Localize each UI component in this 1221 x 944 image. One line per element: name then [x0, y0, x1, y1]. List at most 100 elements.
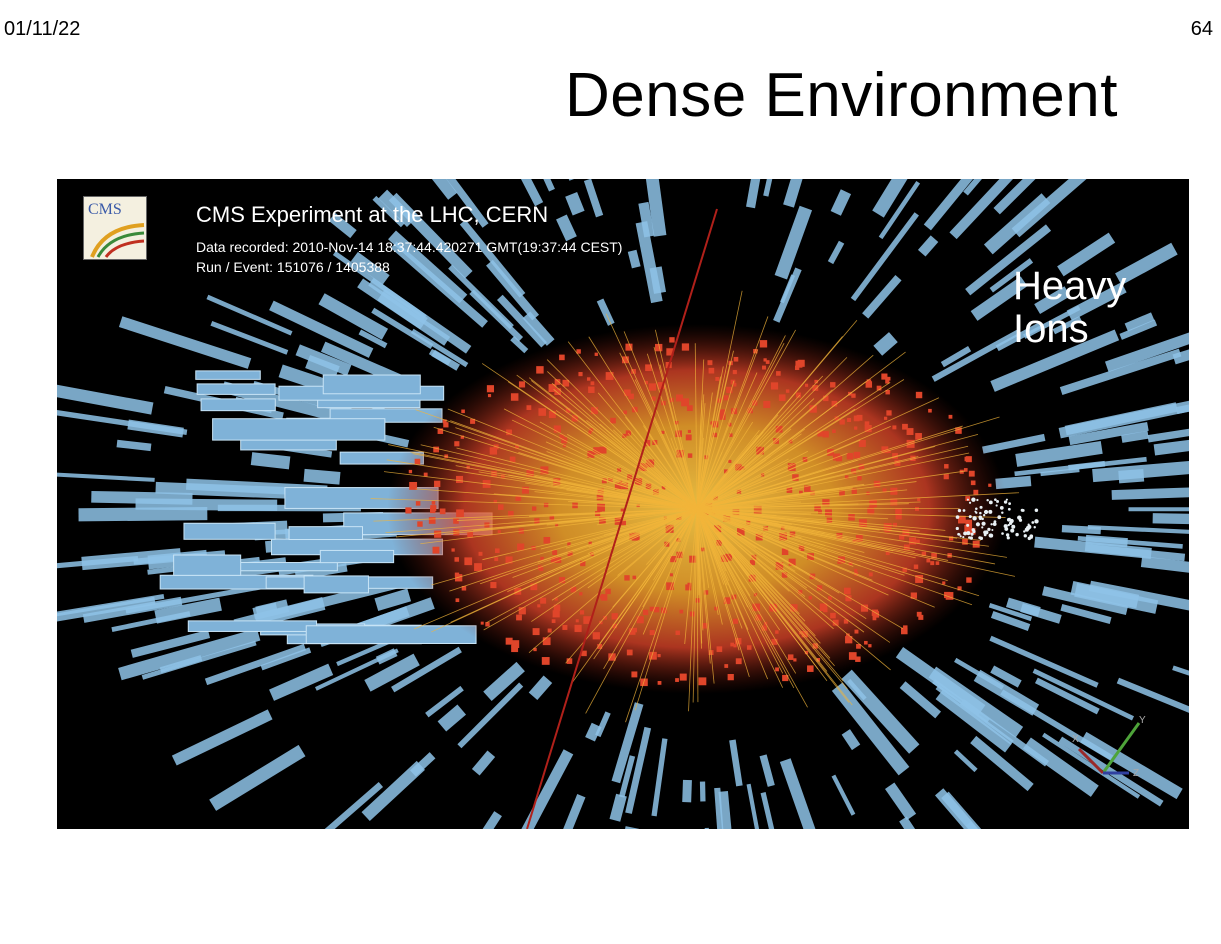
ecal-hit	[944, 464, 949, 469]
particle-track	[597, 392, 698, 510]
ecal-hit	[727, 422, 732, 427]
forward-hit	[1029, 534, 1034, 539]
forward-hit	[999, 505, 1004, 510]
particle-track	[370, 498, 698, 510]
forward-hit	[982, 513, 986, 517]
ecal-hit	[603, 616, 607, 620]
ecal-hit	[588, 431, 592, 435]
hcal-tower	[497, 294, 547, 348]
particle-track	[696, 408, 856, 510]
hcal-tower	[528, 675, 553, 701]
hcal-tower	[1085, 534, 1128, 548]
ecal-hit	[972, 540, 980, 548]
ecal-hit	[817, 430, 824, 437]
hcal-tower	[1061, 524, 1101, 535]
ecal-hit	[837, 560, 841, 564]
hcal-tower	[1060, 603, 1112, 624]
hcal-tower	[315, 648, 399, 691]
ecal-hit	[885, 379, 890, 384]
hcal-tower	[990, 329, 1120, 392]
ecal-hit	[775, 425, 783, 433]
ecal-hit	[769, 603, 778, 612]
particle-track	[603, 508, 698, 670]
hcal-tower	[625, 726, 652, 814]
ecal-hit	[876, 385, 882, 391]
particle-track	[684, 508, 698, 645]
ecal-hit	[655, 343, 663, 352]
hcal-block	[319, 549, 395, 564]
particle-track	[696, 508, 996, 565]
hcal-tower	[390, 241, 488, 328]
particle-track	[596, 508, 698, 526]
hcal-tower	[746, 783, 760, 829]
ecal-hit	[714, 606, 718, 611]
ecal-hit	[719, 409, 726, 415]
hcal-tower	[358, 329, 388, 349]
ecal-hit	[804, 650, 809, 655]
ecal-hit	[646, 459, 655, 468]
hcal-tower	[965, 224, 1052, 296]
ecal-hit	[847, 417, 852, 423]
ecal-hit	[781, 548, 789, 556]
particle-track	[696, 508, 891, 671]
ecal-hit	[509, 456, 516, 463]
particle-track	[565, 508, 698, 664]
forward-hit	[979, 505, 983, 509]
ecal-hit	[814, 379, 818, 384]
ecal-hit	[765, 360, 770, 364]
ecal-hit	[838, 556, 845, 564]
ecal-hit	[598, 508, 602, 512]
hcal-tower	[928, 666, 1024, 738]
ecal-hit	[597, 503, 605, 512]
ecal-hit	[552, 550, 558, 556]
particle-track	[696, 508, 916, 559]
slide-date: 01/11/22	[4, 18, 81, 40]
ecal-hit	[433, 446, 440, 453]
ecal-hit	[474, 563, 482, 571]
particle-track	[534, 475, 698, 510]
ecal-hit	[732, 382, 737, 387]
ecal-hit	[795, 392, 802, 398]
hcal-tower	[774, 205, 813, 280]
particle-track	[420, 444, 698, 510]
ecal-hit	[715, 376, 720, 381]
ecal-hit	[657, 654, 661, 658]
hcal-tower	[371, 307, 434, 350]
ecal-hit	[857, 476, 862, 481]
particle-track	[529, 508, 698, 517]
ecal-hit	[973, 489, 979, 495]
particle-track	[696, 508, 948, 581]
ecal-hit	[632, 627, 637, 633]
hcal-tower	[269, 300, 374, 358]
hcal-tower	[718, 791, 732, 829]
hcal-tower	[704, 827, 709, 829]
hcal-tower	[878, 181, 921, 240]
hcal-tower	[973, 669, 1040, 716]
ecal-hit	[643, 440, 651, 447]
ecal-hit	[851, 468, 857, 474]
ecal-hit	[771, 638, 778, 645]
ecal-hit	[782, 674, 789, 682]
ecal-hit	[508, 510, 514, 517]
ecal-hit	[621, 520, 626, 526]
particle-track	[696, 488, 840, 510]
forward-hit	[997, 515, 1002, 520]
ecal-hit	[559, 354, 565, 361]
particle-track	[696, 336, 843, 510]
ecal-hit	[415, 501, 421, 506]
forward-hit	[987, 527, 991, 532]
particle-track	[455, 427, 698, 510]
ecal-hit	[506, 429, 512, 436]
ecal-hit	[808, 596, 812, 600]
ecal-hit	[480, 621, 484, 625]
forward-hit	[962, 509, 966, 512]
hcal-tower	[982, 433, 1046, 454]
hcal-tower	[1092, 460, 1189, 483]
forward-hit	[1001, 511, 1004, 514]
hcal-tower	[391, 646, 462, 693]
ecal-hit	[746, 645, 752, 650]
particle-track	[696, 508, 854, 567]
hcal-tower	[482, 811, 502, 829]
particle-track	[696, 508, 853, 706]
hcal-tower	[963, 179, 982, 196]
